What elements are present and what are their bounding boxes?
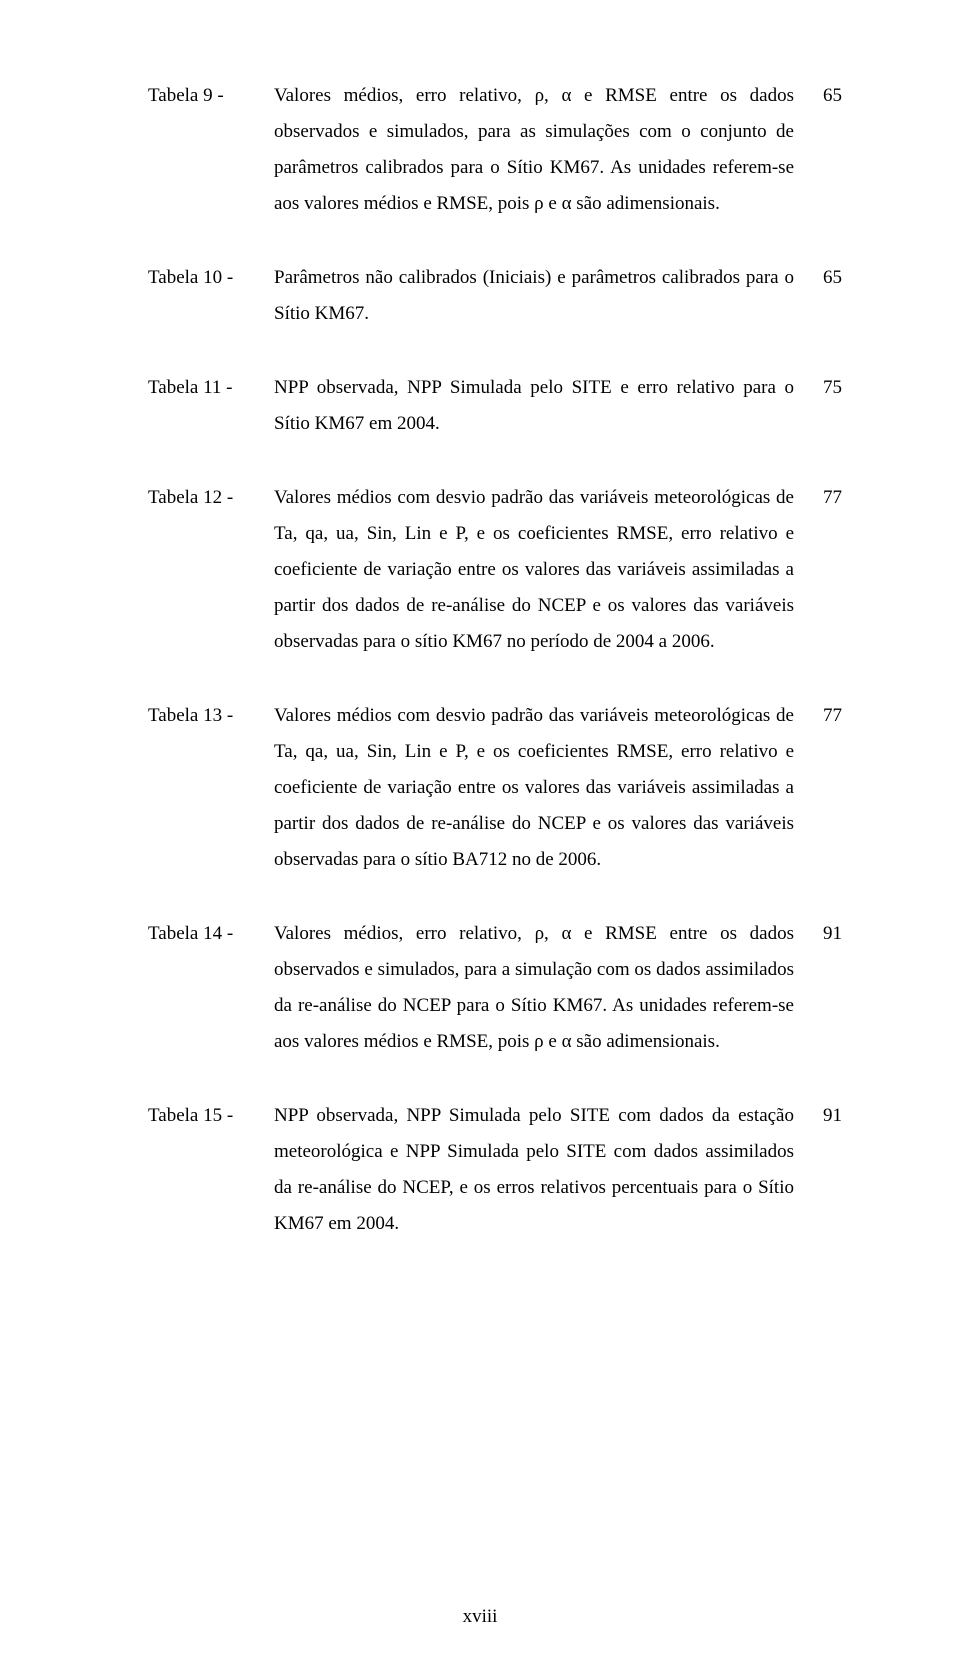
entry-description: Valores médios, erro relativo, ρ, α e RM… bbox=[274, 78, 806, 222]
entry-description: Parâmetros não calibrados (Iniciais) e p… bbox=[274, 260, 806, 332]
entry-description: NPP observada, NPP Simulada pelo SITE e … bbox=[274, 370, 806, 442]
entry-description: Valores médios, erro relativo, ρ, α e RM… bbox=[274, 916, 806, 1060]
table-row: Tabela 12 - Valores médios com desvio pa… bbox=[148, 480, 842, 660]
page: Tabela 9 - Valores médios, erro relativo… bbox=[0, 0, 960, 1678]
entry-page-number: 77 bbox=[806, 480, 842, 516]
table-row: Tabela 15 - NPP observada, NPP Simulada … bbox=[148, 1098, 842, 1242]
entry-label: Tabela 10 - bbox=[148, 260, 274, 296]
entry-description: Valores médios com desvio padrão das var… bbox=[274, 480, 806, 660]
entry-page-number: 91 bbox=[806, 1098, 842, 1134]
entry-page-number: 75 bbox=[806, 370, 842, 406]
entry-page-number: 65 bbox=[806, 78, 842, 114]
entry-page-number: 77 bbox=[806, 698, 842, 734]
entry-label: Tabela 12 - bbox=[148, 480, 274, 516]
entry-description: NPP observada, NPP Simulada pelo SITE co… bbox=[274, 1098, 806, 1242]
table-row: Tabela 10 - Parâmetros não calibrados (I… bbox=[148, 260, 842, 332]
entry-page-number: 91 bbox=[806, 916, 842, 952]
table-row: Tabela 13 - Valores médios com desvio pa… bbox=[148, 698, 842, 878]
entry-label: Tabela 15 - bbox=[148, 1098, 274, 1134]
entry-label: Tabela 13 - bbox=[148, 698, 274, 734]
entry-label: Tabela 9 - bbox=[148, 78, 274, 114]
entry-description: Valores médios com desvio padrão das var… bbox=[274, 698, 806, 878]
table-row: Tabela 14 - Valores médios, erro relativ… bbox=[148, 916, 842, 1060]
entry-label: Tabela 11 - bbox=[148, 370, 274, 406]
entry-label: Tabela 14 - bbox=[148, 916, 274, 952]
page-footer: xviii bbox=[0, 1606, 960, 1628]
entry-page-number: 65 bbox=[806, 260, 842, 296]
table-row: Tabela 11 - NPP observada, NPP Simulada … bbox=[148, 370, 842, 442]
table-row: Tabela 9 - Valores médios, erro relativo… bbox=[148, 78, 842, 222]
